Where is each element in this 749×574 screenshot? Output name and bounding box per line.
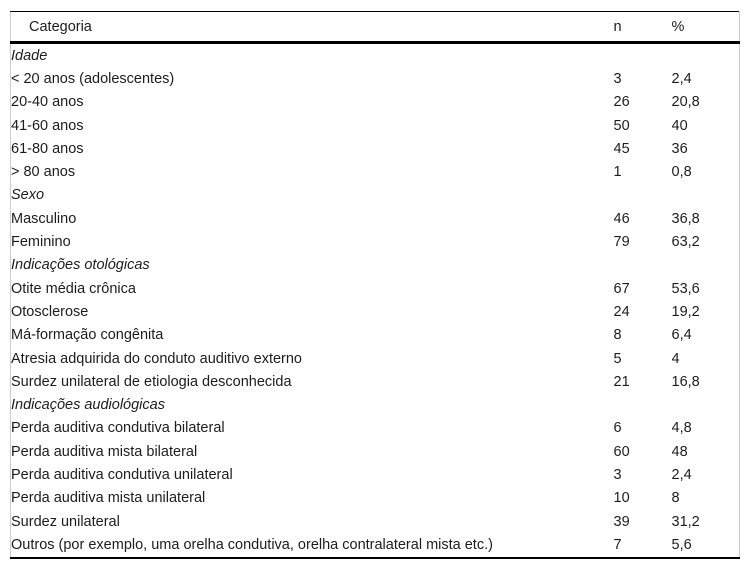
category-cell: < 20 anos (adolescentes)	[11, 70, 175, 87]
table-row: 20-40 anos 26 20,8	[11, 91, 740, 114]
n-cell: 8	[613, 327, 622, 344]
n-cell: 60	[613, 443, 630, 460]
n-cell: 10	[613, 490, 630, 507]
n-cell: 6	[613, 420, 622, 437]
table-figure: Categoria n % Idade < 20 anos (adolescent…	[10, 11, 740, 559]
percent-cell: 2,4	[671, 466, 692, 483]
table-row: 61-80 anos 45 36	[11, 137, 740, 160]
category-cell: Outros (por exemplo, uma orelha condutiv…	[11, 536, 493, 553]
percent-cell: 20,8	[671, 94, 700, 111]
category-cell: Perda auditiva mista unilateral	[11, 490, 206, 507]
percent-cell: 31,2	[671, 513, 700, 530]
table-row: Masculino 46 36,8	[11, 207, 740, 230]
statistics-table: Categoria n % Idade < 20 anos (adolescent…	[10, 11, 740, 559]
category-cell: Má-formação congênita	[11, 327, 164, 344]
n-cell: 21	[613, 373, 630, 390]
percent-cell: 0,8	[671, 164, 692, 181]
n-cell: 39	[613, 513, 630, 530]
table-row: Perda auditiva condutiva bilateral 6 4,8	[11, 417, 740, 440]
table-header-row: Categoria n %	[10, 11, 740, 44]
percent-cell: 5,6	[671, 536, 692, 553]
table-row: < 20 anos (adolescentes) 3 2,4	[11, 67, 740, 90]
section-header-row: Idade	[11, 43, 740, 68]
n-cell: 24	[613, 303, 630, 320]
category-cell: > 80 anos	[11, 164, 76, 181]
percent-cell: 48	[671, 443, 688, 460]
section-label: Sexo	[11, 187, 45, 204]
table-row: Má-formação congênita 8 6,4	[11, 324, 740, 347]
percent-cell: 4,8	[671, 420, 692, 437]
table-row: Atresia adquirida do conduto auditivo ex…	[11, 347, 740, 370]
column-header-percent: %	[671, 11, 740, 44]
table-body: Idade < 20 anos (adolescentes) 3 2,4 20-40 a…	[11, 43, 740, 558]
table-row: Perda auditiva mista bilateral 60 48	[11, 440, 740, 463]
n-cell: 5	[613, 350, 622, 367]
percent-cell: 16,8	[671, 373, 700, 390]
category-cell: Feminino	[11, 234, 71, 251]
percent-cell: 8	[671, 490, 680, 507]
table-row: 41-60 anos 50 40	[11, 114, 740, 137]
table-row: Surdez unilateral 39 31,2	[11, 510, 740, 533]
section-header-row: Sexo	[11, 184, 740, 207]
category-cell: Perda auditiva condutiva bilateral	[11, 420, 225, 437]
section-header-row: Indicações audiológicas	[11, 393, 740, 416]
table-row: Perda auditiva condutiva unilateral 3 2,4	[11, 463, 740, 486]
category-cell: Perda auditiva condutiva unilateral	[11, 466, 233, 483]
table-row: Outros (por exemplo, uma orelha condutiv…	[11, 533, 740, 557]
n-cell: 45	[613, 140, 630, 157]
n-cell: 26	[613, 94, 630, 111]
percent-cell: 53,6	[671, 280, 700, 297]
n-cell: 7	[613, 536, 622, 553]
n-cell: 46	[613, 210, 630, 227]
category-cell: Otosclerose	[11, 303, 89, 320]
table-row: > 80 anos 1 0,8	[11, 160, 740, 183]
table-row: Otite média crônica 67 53,6	[11, 277, 740, 300]
category-cell: Surdez unilateral	[11, 513, 120, 530]
n-cell: 3	[613, 70, 622, 87]
column-header-categoria: Categoria	[10, 11, 614, 44]
percent-cell: 19,2	[671, 303, 700, 320]
percent-cell: 36,8	[671, 210, 700, 227]
section-label: Idade	[11, 47, 48, 64]
table-row: Perda auditiva mista unilateral 10 8	[11, 487, 740, 510]
n-cell: 50	[613, 117, 630, 134]
category-cell: Masculino	[11, 210, 77, 227]
category-cell: 41-60 anos	[11, 117, 84, 134]
section-label: Indicações otológicas	[11, 257, 150, 274]
n-cell: 67	[613, 280, 630, 297]
percent-cell: 4	[671, 350, 680, 367]
percent-cell: 40	[671, 117, 688, 134]
n-cell: 3	[613, 466, 622, 483]
category-cell: 20-40 anos	[11, 94, 84, 111]
category-cell: Otite média crônica	[11, 280, 136, 297]
category-cell: Perda auditiva mista bilateral	[11, 443, 198, 460]
percent-cell: 2,4	[671, 70, 692, 87]
percent-cell: 63,2	[671, 234, 700, 251]
n-cell: 1	[613, 164, 622, 181]
percent-cell: 6,4	[671, 327, 692, 344]
section-label: Indicações audiológicas	[11, 397, 165, 414]
n-cell: 79	[613, 234, 630, 251]
category-cell: Surdez unilateral de etiologia desconhec…	[11, 373, 292, 390]
category-cell: Atresia adquirida do conduto auditivo ex…	[11, 350, 302, 367]
table-row: Surdez unilateral de etiologia desconhec…	[11, 370, 740, 393]
table-row: Otosclerose 24 19,2	[11, 300, 740, 323]
percent-cell: 36	[671, 140, 688, 157]
table-row: Feminino 79 63,2	[11, 230, 740, 253]
column-header-n: n	[613, 11, 672, 44]
category-cell: 61-80 anos	[11, 140, 84, 157]
section-header-row: Indicações otológicas	[11, 254, 740, 277]
